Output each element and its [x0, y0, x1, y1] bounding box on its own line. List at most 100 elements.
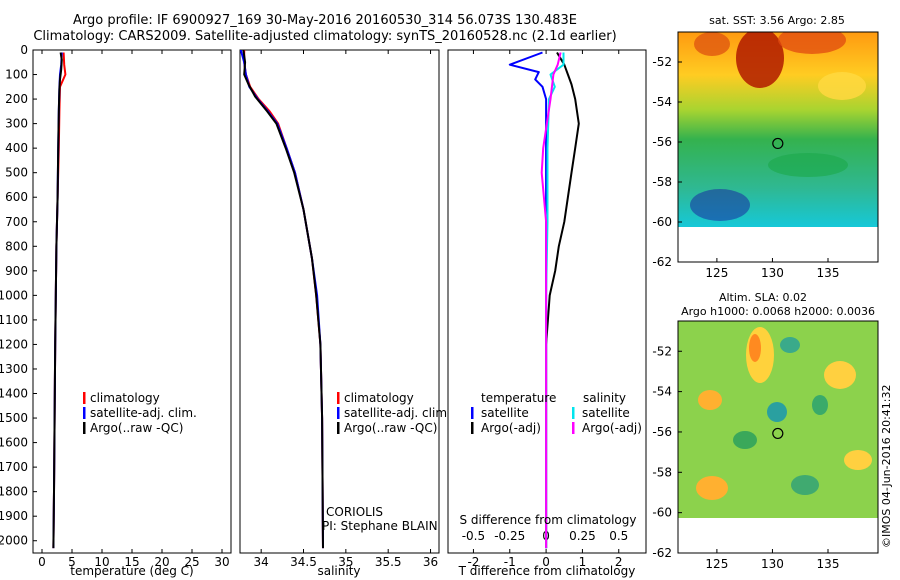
- depth-tick-label: 600: [5, 190, 28, 204]
- salinity-axis-label: salinity: [317, 564, 360, 578]
- legend-label-argo-raw: Argo(..raw -QC): [90, 421, 183, 435]
- argo-float-marker: [772, 427, 784, 440]
- sst-map-panel: sat. SST: 3.56 Argo: 2.85 125 130 135 -52 -5…: [652, 14, 879, 280]
- sst-warm-core: [736, 32, 784, 88]
- legend-label-temp-argo: Argo(-adj): [481, 421, 541, 435]
- sla-map-title: Altim. SLA: 0.02: [719, 291, 807, 304]
- legend-label-satellite-adj: satellite-adj. clim.: [344, 406, 451, 420]
- legend-label-climatology: climatology: [90, 391, 160, 405]
- legend-swatch-sal-argo: [572, 422, 575, 434]
- legend-swatch-climatology: [337, 392, 340, 404]
- s-tick-label: -0.5: [462, 529, 485, 543]
- sla-map-panel: Altim. SLA: 0.02 Argo h1000: 0.0068 h200…: [652, 291, 879, 571]
- sst-yellow-patch: [818, 72, 866, 100]
- depth-tick-label: 900: [5, 264, 28, 278]
- legend-swatch-satellite-adj: [337, 407, 340, 419]
- legend-swatch-climatology: [83, 392, 86, 404]
- s-tick-label: 0.5: [609, 529, 628, 543]
- salinity-panel: 34 34.5 35 35.5 36 salinity climatology sate…: [239, 49, 451, 578]
- temperature-axis-label: temperature (deg C): [70, 564, 193, 578]
- depth-tick-label: 2000: [0, 534, 28, 548]
- legend-label-temp-satellite: satellite: [481, 406, 529, 420]
- depth-axis: 0 100 200 300 400 500 600 700 800 900 1000 1100 1200…: [0, 43, 37, 548]
- legend-label-satellite-adj: satellite-adj. clim.: [90, 406, 197, 420]
- lat-tick-label: -58: [652, 175, 672, 189]
- x-tick-label: 10: [94, 555, 109, 569]
- legend-heading-temperature: temperature: [481, 391, 556, 405]
- legend-swatch-sal-satellite: [572, 407, 575, 419]
- lon-tick-label: 135: [817, 557, 840, 571]
- depth-tick-label: 1100: [0, 313, 28, 327]
- depth-tick-label: 800: [5, 239, 28, 253]
- lat-tick-label: -60: [652, 215, 672, 229]
- sla-map-image: [678, 321, 878, 518]
- lon-tick-label: 125: [705, 266, 728, 280]
- lat-tick-label: -56: [652, 425, 672, 439]
- legend-swatch-argo-raw: [337, 422, 340, 434]
- depth-tick-label: 1900: [0, 509, 28, 523]
- depth-tick-label: 1200: [0, 337, 28, 351]
- x-tick-label: 35.5: [375, 555, 402, 569]
- sla-high-3: [824, 361, 856, 389]
- sla-map-frame: [677, 320, 879, 554]
- depth-tick-label: 1500: [0, 411, 28, 425]
- temperature-profiles: [52, 52, 67, 549]
- figure-title-line2: Climatology: CARS2009. Satellite-adjuste…: [33, 29, 617, 44]
- x-tick-label: 35: [338, 555, 353, 569]
- difference-legend: temperature satellite Argo(-adj) salinit…: [471, 391, 642, 435]
- sst-cold-patch: [690, 189, 750, 221]
- s-difference-axis-label: S difference from climatology: [460, 513, 637, 527]
- lon-tick-label: 125: [705, 557, 728, 571]
- x-tick-label: 20: [154, 555, 169, 569]
- salinity-x-axis: 34 34.5 35 35.5 36: [254, 50, 438, 569]
- x-tick-label: 34: [254, 555, 269, 569]
- temperature-axes-frame: [32, 49, 232, 554]
- x-tick-label: 1: [579, 555, 587, 569]
- temperature-legend: climatology satellite-adj. clim. Argo(..…: [83, 391, 197, 435]
- depth-tick-label: 1000: [0, 288, 28, 302]
- depth-tick-label: 300: [5, 117, 28, 131]
- depth-tick-label: 500: [5, 166, 28, 180]
- sla-low-3: [812, 395, 828, 415]
- salinity-legend: climatology satellite-adj. clim. Argo(..…: [337, 391, 451, 435]
- sst-map-frame: [677, 31, 879, 263]
- x-tick-label: 15: [124, 555, 139, 569]
- depth-tick-label: 0: [20, 43, 28, 57]
- temperature-x-axis: 0 5 10 15 20 25 30: [38, 50, 230, 569]
- sst-warm-patch-west: [694, 32, 730, 56]
- legend-label-sal-argo: Argo(-adj): [582, 421, 642, 435]
- legend-heading-salinity: salinity: [583, 391, 626, 405]
- t-difference-x-axis: -2 -1 0 1 2: [467, 50, 623, 569]
- lon-tick-label: 130: [761, 266, 784, 280]
- x-tick-label: -1: [504, 555, 516, 569]
- lat-tick-label: -54: [652, 385, 672, 399]
- x-tick-label: -2: [467, 555, 479, 569]
- lat-tick-label: -52: [652, 344, 672, 358]
- depth-tick-label: 1300: [0, 362, 28, 376]
- depth-tick-label: 1400: [0, 387, 28, 401]
- lat-tick-label: -62: [652, 546, 672, 560]
- sla-high-2: [698, 390, 722, 410]
- lat-tick-label: -56: [652, 135, 672, 149]
- sla-high-1-core: [749, 334, 761, 362]
- legend-label-argo-raw: Argo(..raw -QC): [344, 421, 437, 435]
- legend-swatch-temp-argo: [471, 422, 474, 434]
- difference-panel: -2 -1 0 1 2 -0.5 -0.25 0 0.25 0.5 T difference f…: [447, 49, 647, 578]
- salinity-axes-frame: [239, 49, 440, 554]
- salinity-profiles: [240, 50, 324, 549]
- difference-profiles: [508, 51, 580, 549]
- lat-tick-label: -58: [652, 465, 672, 479]
- legend-label-climatology: climatology: [344, 391, 414, 405]
- data-center-label: CORIOLIS: [326, 505, 383, 519]
- lat-tick-label: -54: [652, 95, 672, 109]
- sla-low-1: [780, 337, 800, 353]
- lon-tick-label: 135: [817, 266, 840, 280]
- temperature-panel: 0100200300400500600700800900100011001200…: [0, 43, 232, 578]
- x-tick-label: 5: [68, 555, 76, 569]
- t-difference-axis-label: T difference from climatology: [458, 564, 636, 578]
- legend-swatch-satellite-adj: [83, 407, 86, 419]
- sst-warm-patch-north: [778, 32, 846, 54]
- legend-swatch-temp-satellite: [471, 407, 474, 419]
- depth-tick-label: 1800: [0, 485, 28, 499]
- lat-tick-label: -52: [652, 55, 672, 69]
